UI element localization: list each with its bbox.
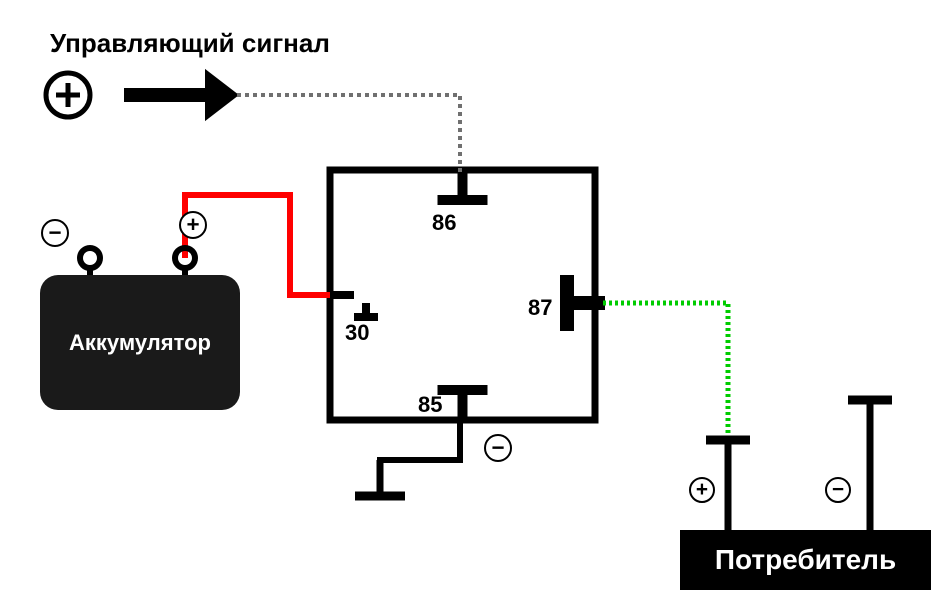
wire-ground <box>380 420 460 495</box>
battery-polarity-plus-icon: + <box>179 211 207 239</box>
diagram-canvas: Управляющий сигнал Аккумулятор Потребите… <box>0 0 931 616</box>
consumer-terminal-minus <box>848 400 892 530</box>
terminal-label-86: 86 <box>432 210 456 236</box>
wire-signal <box>237 95 460 175</box>
consumer-box: Потребитель <box>680 530 931 590</box>
ground-icon <box>355 460 405 496</box>
terminal-label-85: 85 <box>418 392 442 418</box>
relay-box <box>330 170 595 420</box>
consumer-polarity-minus-icon: − <box>825 477 851 503</box>
terminal-87 <box>567 275 605 331</box>
wire-green <box>603 303 728 440</box>
consumer-polarity-plus-icon: + <box>689 477 715 503</box>
terminal-30 <box>330 295 378 317</box>
terminal-86 <box>438 170 488 200</box>
battery-terminal-minus <box>80 248 100 278</box>
consumer-label: Потребитель <box>715 544 896 576</box>
battery-box: Аккумулятор <box>40 275 240 410</box>
battery-label: Аккумулятор <box>69 330 211 356</box>
terminal-label-87: 87 <box>528 295 552 321</box>
battery-polarity-minus-icon: − <box>41 219 69 247</box>
terminal-label-30: 30 <box>345 320 369 346</box>
terminal-85 <box>438 390 488 420</box>
title-label: Управляющий сигнал <box>50 28 330 59</box>
relay-ground-polarity-icon: − <box>484 434 512 462</box>
signal-plus-icon <box>46 73 90 117</box>
signal-arrow-icon <box>124 69 239 121</box>
